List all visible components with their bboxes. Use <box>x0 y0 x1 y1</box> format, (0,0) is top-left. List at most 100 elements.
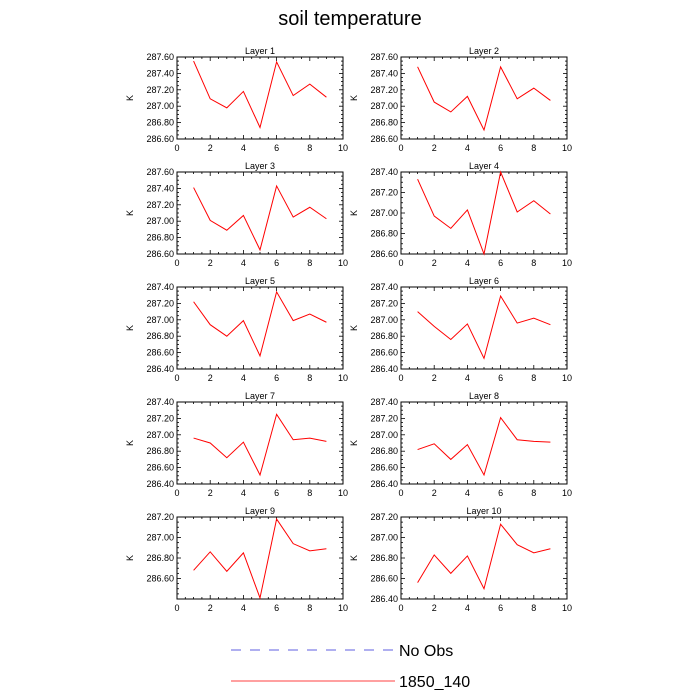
panel-4: 0 2 4 6 8 10 286.60 286.80 287.00 287.20 287.40 Lay… <box>349 161 572 268</box>
x-tick-label: 10 <box>562 258 572 268</box>
y-tick-label: 287.00 <box>370 315 398 325</box>
y-tick-label: 286.80 <box>370 118 398 128</box>
y-tick-label: 286.60 <box>146 134 174 144</box>
x-tick-label: 2 <box>432 488 437 498</box>
x-tick-label: 4 <box>241 373 246 383</box>
x-tick-label: 8 <box>307 603 312 613</box>
x-tick-label: 8 <box>531 603 536 613</box>
panel-title: Layer 10 <box>466 506 501 516</box>
x-tick-label: 8 <box>531 143 536 153</box>
x-tick-label: 0 <box>398 143 403 153</box>
y-tick-label: 287.00 <box>146 430 174 440</box>
series-line-1850_140 <box>417 416 551 477</box>
x-tick-label: 10 <box>338 603 348 613</box>
y-tick-label: 287.40 <box>146 397 174 407</box>
x-tick-label: 0 <box>398 603 403 613</box>
x-tick-label: 10 <box>562 603 572 613</box>
x-tick-label: 0 <box>174 603 179 613</box>
x-tick-label: 4 <box>465 143 470 153</box>
series-line-1850_140 <box>417 65 551 132</box>
legend-label: No Obs <box>399 643 453 660</box>
x-tick-label: 0 <box>174 258 179 268</box>
x-tick-label: 2 <box>432 373 437 383</box>
panel-title: Layer 6 <box>469 276 499 286</box>
x-tick-label: 2 <box>432 143 437 153</box>
y-tick-label: 287.00 <box>370 430 398 440</box>
y-tick-label: 287.40 <box>146 183 174 193</box>
x-tick-label: 6 <box>498 373 503 383</box>
x-tick-label: 8 <box>531 373 536 383</box>
y-axis-label: K <box>125 95 135 101</box>
y-tick-label: 286.80 <box>370 446 398 456</box>
y-tick-label: 286.80 <box>370 331 398 341</box>
panel-title: Layer 2 <box>469 46 499 56</box>
y-tick-label: 286.60 <box>370 134 398 144</box>
x-tick-label: 8 <box>531 488 536 498</box>
x-tick-label: 4 <box>465 258 470 268</box>
legend-label: 1850_140 <box>399 674 470 691</box>
y-tick-label: 286.60 <box>370 463 398 473</box>
x-tick-label: 8 <box>531 258 536 268</box>
series-line-1850_140 <box>193 517 327 600</box>
x-tick-label: 6 <box>498 258 503 268</box>
y-tick-label: 286.60 <box>370 574 398 584</box>
panel-frame <box>400 516 568 600</box>
panel-frame <box>400 56 568 140</box>
y-tick-label: 287.40 <box>146 282 174 292</box>
y-tick-label: 287.20 <box>370 298 398 308</box>
x-tick-label: 8 <box>307 373 312 383</box>
y-tick-label: 286.80 <box>146 446 174 456</box>
x-tick-label: 2 <box>432 258 437 268</box>
x-tick-label: 6 <box>274 373 279 383</box>
x-tick-label: 2 <box>208 488 213 498</box>
x-tick-label: 0 <box>174 488 179 498</box>
y-axis-label: K <box>349 95 359 101</box>
x-tick-label: 4 <box>465 488 470 498</box>
panel-10: 0 2 4 6 8 10 286.40 286.60 286.80 287.00 287.20 Lay… <box>349 506 572 613</box>
panel-title: Layer 4 <box>469 161 499 171</box>
y-tick-label: 287.20 <box>146 200 174 210</box>
y-tick-label: 287.40 <box>370 167 398 177</box>
y-tick-label: 286.80 <box>146 233 174 243</box>
x-tick-label: 4 <box>465 603 470 613</box>
y-axis-label: K <box>349 210 359 216</box>
y-tick-label: 286.40 <box>370 364 398 374</box>
y-tick-label: 286.80 <box>370 229 398 239</box>
x-tick-label: 8 <box>307 488 312 498</box>
panel-7: 0 2 4 6 8 10 286.40 286.60 286.80 287.00 287.20 287… <box>125 391 348 498</box>
panel-1: 0 2 4 6 8 10 286.60 286.80 287.00 287.20 287.40 287… <box>125 46 348 153</box>
panel-title: Layer 7 <box>245 391 275 401</box>
panel-title: Layer 3 <box>245 161 275 171</box>
y-tick-label: 287.20 <box>146 85 174 95</box>
x-tick-label: 4 <box>241 258 246 268</box>
panel-3: 0 2 4 6 8 10 286.60 286.80 287.00 287.20 287.40 287… <box>125 161 348 268</box>
x-tick-label: 0 <box>398 373 403 383</box>
x-tick-label: 4 <box>241 143 246 153</box>
y-tick-label: 287.20 <box>146 298 174 308</box>
x-tick-label: 2 <box>432 603 437 613</box>
y-tick-label: 287.00 <box>146 216 174 226</box>
panel-9: 0 2 4 6 8 10 286.60 286.80 287.00 287.20 Layer 9 K <box>125 506 348 613</box>
x-tick-label: 6 <box>274 603 279 613</box>
x-tick-label: 4 <box>241 603 246 613</box>
y-tick-label: 287.40 <box>370 397 398 407</box>
y-tick-label: 287.00 <box>370 208 398 218</box>
y-tick-label: 286.40 <box>370 594 398 604</box>
y-tick-label: 287.20 <box>370 188 398 198</box>
panel-frame <box>400 171 568 255</box>
series-line-1850_140 <box>193 413 327 477</box>
panel-frame <box>176 516 344 600</box>
panel-8: 0 2 4 6 8 10 286.40 286.60 286.80 287.00 287.20 287… <box>349 391 572 498</box>
y-tick-label: 286.40 <box>146 479 174 489</box>
x-tick-label: 10 <box>338 373 348 383</box>
y-tick-label: 286.40 <box>146 364 174 374</box>
y-tick-label: 286.80 <box>370 553 398 563</box>
x-tick-label: 4 <box>465 373 470 383</box>
y-axis-label: K <box>349 555 359 561</box>
x-tick-label: 10 <box>338 258 348 268</box>
panel-2: 0 2 4 6 8 10 286.60 286.80 287.00 287.20 287.40 287… <box>349 46 572 153</box>
x-tick-label: 0 <box>174 373 179 383</box>
series-line-1850_140 <box>417 294 551 360</box>
